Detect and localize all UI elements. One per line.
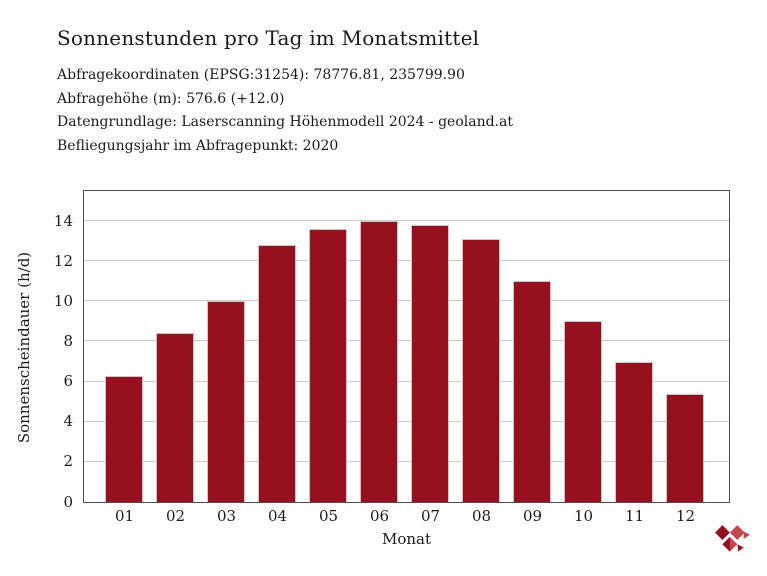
x-axis-title: Monat [381, 530, 432, 548]
meta-line-elevation: Abfragehöhe (m): 576.6 (+12.0) [57, 90, 285, 107]
x-tick-label: 01 [114, 507, 135, 525]
x-tick-label: 03 [216, 507, 237, 525]
y-tick-label: 12 [53, 251, 73, 270]
y-tick-label: 4 [63, 412, 73, 431]
gridline [84, 420, 729, 422]
y-tick-label: 6 [63, 372, 73, 391]
x-axis-ticks: 01 02 03 04 05 06 07 08 09 10 11 12 [83, 507, 730, 527]
bar-month-12 [666, 393, 704, 502]
y-tick-label: 14 [53, 211, 73, 230]
bar-month-10 [564, 321, 602, 502]
y-axis-ticks: 0 2 4 6 8 10 12 14 [0, 190, 73, 511]
x-tick-label: 08 [471, 507, 492, 525]
bar-month-11 [615, 361, 653, 502]
bar-month-05 [309, 229, 347, 502]
bar-month-06 [360, 221, 398, 502]
y-tick-label: 0 [63, 492, 73, 511]
x-tick-label: 11 [624, 507, 645, 525]
x-tick-label: 06 [369, 507, 390, 525]
gridline [84, 340, 729, 342]
gridline [84, 460, 729, 462]
provider-logo-icon [715, 525, 750, 552]
bar-month-02 [156, 333, 194, 502]
bar-month-01 [105, 375, 143, 502]
meta-block: Abfragekoordinaten (EPSG:31254): 78776.8… [57, 64, 513, 158]
x-tick-label: 09 [522, 507, 543, 525]
bar-month-07 [411, 225, 449, 502]
gridline [84, 220, 729, 222]
gridline [84, 380, 729, 382]
meta-line-flight-year: Befliegungsjahr im Abfragepunkt: 2020 [57, 137, 339, 154]
bar-month-09 [513, 281, 551, 502]
x-tick-label: 05 [318, 507, 339, 525]
plot-area [83, 190, 730, 503]
x-tick-label: 07 [420, 507, 441, 525]
x-tick-label: 02 [165, 507, 186, 525]
bar-month-04 [258, 245, 296, 502]
page-title: Sonnenstunden pro Tag im Monatsmittel [57, 26, 480, 50]
y-tick-label: 8 [63, 331, 73, 350]
x-tick-label: 10 [573, 507, 594, 525]
bar-month-03 [207, 301, 245, 502]
y-tick-label: 2 [63, 452, 73, 471]
meta-line-datasource: Datengrundlage: Laserscanning Höhenmodel… [57, 114, 513, 130]
gridline [84, 260, 729, 262]
bar-month-08 [462, 239, 500, 502]
x-tick-label: 12 [675, 507, 696, 525]
x-tick-label: 04 [267, 507, 288, 525]
y-tick-label: 10 [53, 291, 73, 310]
meta-line-coordinates: Abfragekoordinaten (EPSG:31254): 78776.8… [57, 67, 465, 83]
gridline [84, 300, 729, 302]
